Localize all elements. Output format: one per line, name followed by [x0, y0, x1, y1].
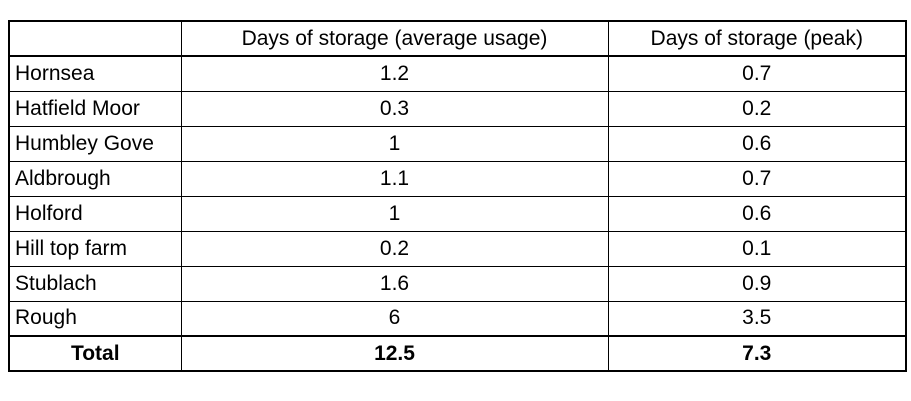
value-cell: 6 [180, 300, 609, 337]
value-cell: 1.1 [180, 160, 609, 197]
value-cell: 0.1 [607, 230, 907, 267]
value-cell: 1 [180, 125, 609, 162]
total-label: Total [8, 335, 182, 372]
value-cell: 0.6 [607, 195, 907, 232]
data-row: Holford 1 0.6 [8, 195, 907, 232]
table-body: Days of storage (average usage) Days of s… [8, 20, 907, 372]
corner-cell [8, 20, 182, 57]
data-row: Hatfield Moor 0.3 0.2 [8, 90, 907, 127]
value-cell: 0.6 [607, 125, 907, 162]
row-label: Holford [8, 195, 182, 232]
total-value: 12.5 [180, 335, 609, 372]
storage-table: Days of storage (average usage) Days of s… [8, 20, 907, 372]
value-cell: 1.6 [180, 265, 609, 302]
value-cell: 0.3 [180, 90, 609, 127]
value-cell: 0.7 [607, 55, 907, 92]
column-header: Days of storage (average usage) [180, 20, 609, 57]
row-label: Humbley Gove [8, 125, 182, 162]
column-header: Days of storage (peak) [607, 20, 907, 57]
row-label: Stublach [8, 265, 182, 302]
total-value: 7.3 [607, 335, 907, 372]
value-cell: 0.2 [607, 90, 907, 127]
data-row: Hill top farm 0.2 0.1 [8, 230, 907, 267]
data-row: Humbley Gove 1 0.6 [8, 125, 907, 162]
value-cell: 0.7 [607, 160, 907, 197]
value-cell: 1.2 [180, 55, 609, 92]
row-label: Hatfield Moor [8, 90, 182, 127]
row-label: Aldbrough [8, 160, 182, 197]
value-cell: 1 [180, 195, 609, 232]
data-row: Hornsea 1.2 0.7 [8, 55, 907, 92]
data-row: Rough 6 3.5 [8, 300, 907, 337]
value-cell: 0.9 [607, 265, 907, 302]
row-label: Hill top farm [8, 230, 182, 267]
header-row: Days of storage (average usage) Days of s… [8, 20, 907, 57]
row-label: Hornsea [8, 55, 182, 92]
row-label: Rough [8, 300, 182, 337]
value-cell: 3.5 [607, 300, 907, 337]
data-row: Aldbrough 1.1 0.7 [8, 160, 907, 197]
data-row: Stublach 1.6 0.9 [8, 265, 907, 302]
value-cell: 0.2 [180, 230, 609, 267]
total-row: Total 12.5 7.3 [8, 335, 907, 372]
